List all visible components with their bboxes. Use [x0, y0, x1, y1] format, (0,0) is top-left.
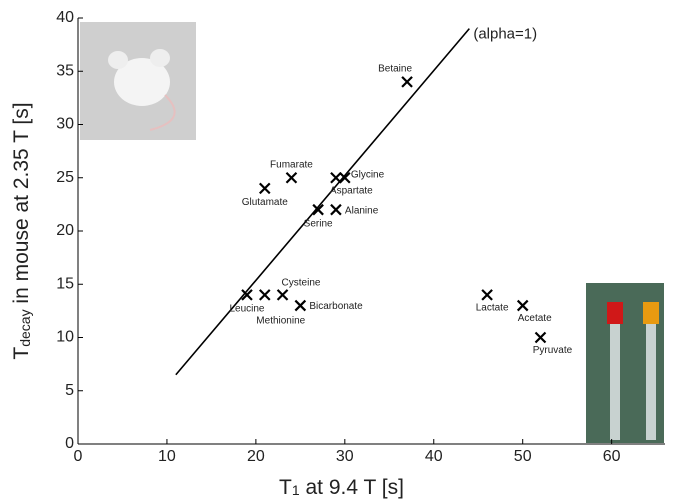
y-tick-label: 40	[56, 9, 74, 26]
y-label-sub: decay	[17, 309, 33, 346]
point	[331, 205, 341, 215]
y-axis-label: Tdecay in mouse at 2.35 T [s]	[10, 102, 33, 359]
y-tick-label: 25	[56, 169, 74, 186]
point	[260, 290, 270, 300]
point-label: Methionine	[256, 316, 305, 327]
point	[278, 290, 288, 300]
point-label: Leucine	[229, 304, 264, 315]
y-tick-label: 15	[56, 275, 74, 292]
y-tick-label: 5	[65, 382, 74, 399]
page: 05101520253035400102030405060(alpha=1)Be…	[0, 0, 678, 502]
point	[535, 333, 545, 343]
point-label: Cysteine	[282, 278, 321, 289]
y-label-rest: in mouse at 2.35 T [s]	[10, 102, 33, 309]
chart: 05101520253035400102030405060(alpha=1)Be…	[0, 0, 678, 502]
point-label: Glutamate	[242, 197, 289, 208]
point-label: Betaine	[378, 64, 412, 75]
point-label: Serine	[304, 218, 333, 229]
x-tick-label: 30	[336, 448, 354, 465]
x-label-rest: at 9.4 T [s]	[300, 476, 404, 499]
point	[295, 301, 305, 311]
point-label: Fumarate	[270, 159, 313, 170]
reference-line	[176, 29, 470, 375]
reference-line-label: (alpha=1)	[473, 26, 537, 43]
y-tick-label: 10	[56, 329, 74, 346]
y-tick-label: 30	[56, 116, 74, 133]
point-label: Glycine	[351, 169, 385, 180]
point	[340, 173, 350, 183]
mouse-photo	[80, 22, 196, 140]
x-tick-label: 50	[514, 448, 532, 465]
point	[402, 77, 412, 87]
tubes-photo	[586, 283, 664, 443]
x-axis-label: T1 at 9.4 T [s]	[279, 476, 404, 499]
x-tick-label: 40	[425, 448, 443, 465]
point	[260, 183, 270, 193]
point-label: Aspartate	[330, 185, 373, 196]
point-label: Acetate	[518, 313, 552, 324]
point-label: Alanine	[345, 205, 379, 216]
point	[482, 290, 492, 300]
point-label: Bicarbonate	[309, 301, 363, 312]
point-label: Lactate	[476, 303, 509, 314]
x-tick-label: 0	[74, 448, 83, 465]
x-tick-label: 20	[247, 448, 265, 465]
x-tick-label: 60	[603, 448, 621, 465]
x-label-sub: 1	[292, 482, 300, 498]
point	[286, 173, 296, 183]
point-label: Pyruvate	[533, 345, 573, 356]
x-tick-label: 10	[158, 448, 176, 465]
x-label-base: T	[279, 476, 292, 499]
point	[331, 173, 341, 183]
y-tick-label: 20	[56, 222, 74, 239]
y-tick-label: 35	[56, 62, 74, 79]
point	[518, 301, 528, 311]
y-label-base: T	[10, 347, 33, 360]
